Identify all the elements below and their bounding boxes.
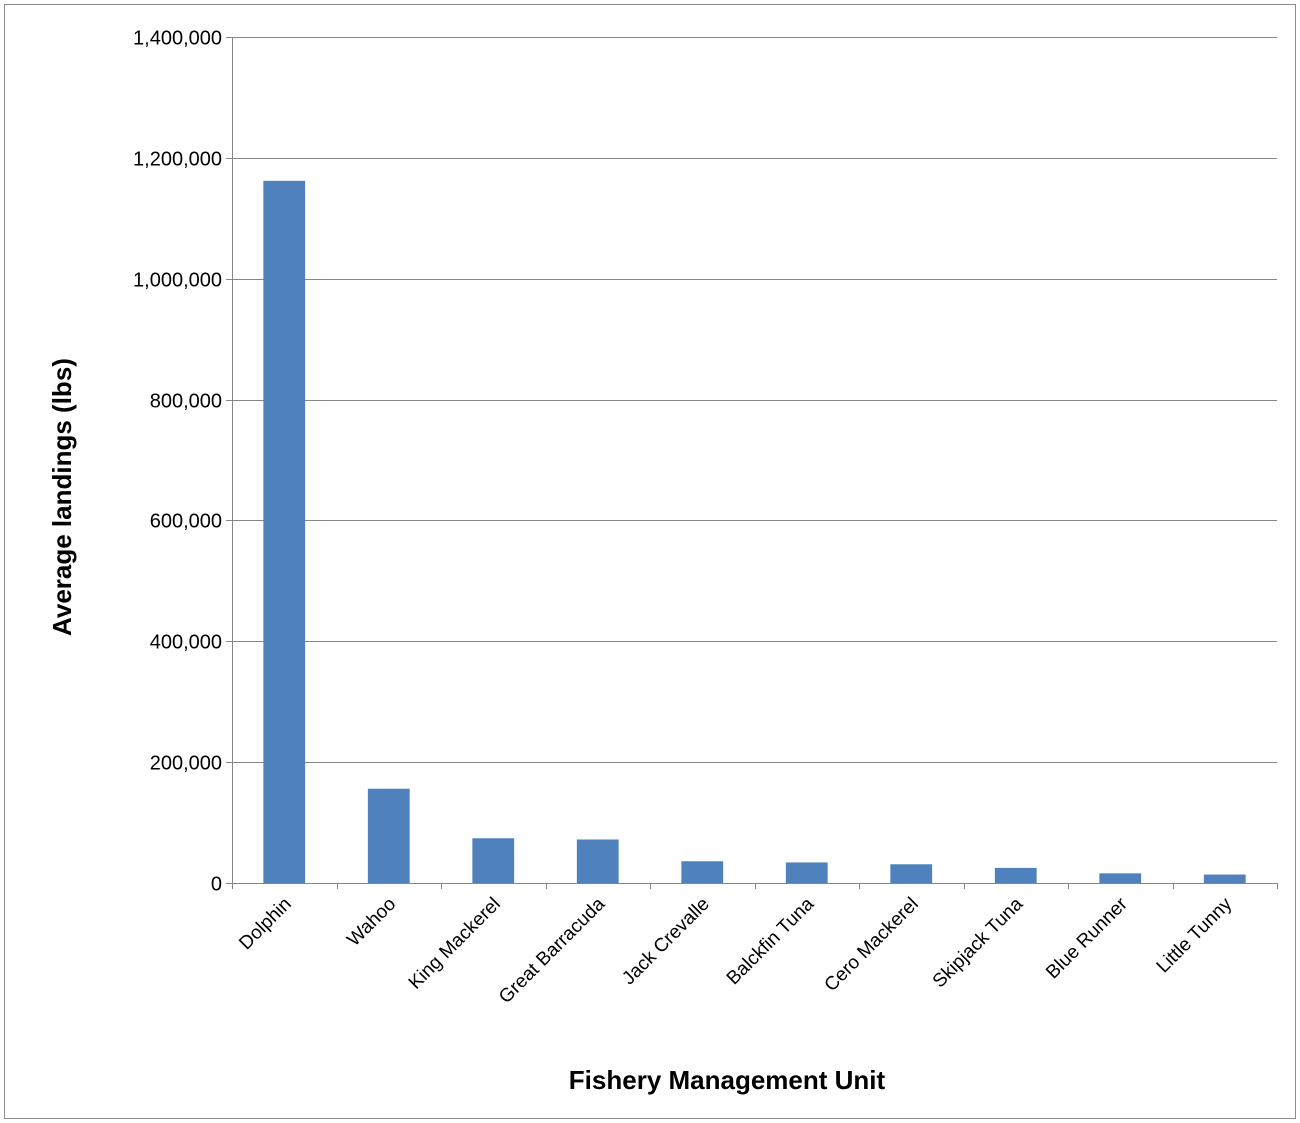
y-tick-label: 0 xyxy=(211,874,222,896)
bar-dolphin xyxy=(263,180,306,883)
bar-balckfin-tuna xyxy=(785,862,828,883)
x-tick-label: Jack Crevalle xyxy=(618,894,713,989)
bar-king-mackerel xyxy=(472,838,515,883)
x-tick-label: Dolphin xyxy=(235,894,295,954)
bar-jack-crevalle xyxy=(681,861,724,883)
y-tick-label: 200,000 xyxy=(150,753,222,775)
y-axis-title: Average landings (lbs) xyxy=(47,358,77,636)
bar-blue-runner xyxy=(1099,873,1142,883)
x-tick-label: Great Barracuda xyxy=(495,893,609,1007)
y-tick-label: 600,000 xyxy=(150,511,222,533)
chart-frame: 0 200,000 400,000 600,000 800,000 1,000,000 1,… xyxy=(4,4,1296,1119)
y-tick-label: 1,000,000 xyxy=(133,270,222,292)
bar-little-tunny xyxy=(1203,874,1246,883)
bar-cero-mackerel xyxy=(890,864,933,883)
x-tick-label: Wahoo xyxy=(343,894,400,951)
bars xyxy=(263,180,1246,883)
bar-chart: 0 200,000 400,000 600,000 800,000 1,000,000 1,… xyxy=(47,28,1278,1095)
x-tick-label: Blue Runner xyxy=(1042,893,1132,983)
x-axis-title: Fishery Management Unit xyxy=(569,1065,886,1095)
y-tick-label: 400,000 xyxy=(150,632,222,654)
bar-skipjack-tuna xyxy=(994,867,1037,883)
y-tick-labels: 0 200,000 400,000 600,000 800,000 1,000,000 1,… xyxy=(133,28,222,896)
x-tick-label: Cero Mackerel xyxy=(821,894,923,996)
y-tick-label: 1,400,000 xyxy=(133,28,222,50)
axes xyxy=(226,37,1278,889)
bar-great-barracuda xyxy=(576,839,619,883)
x-tick-label: Balckfin Tuna xyxy=(723,893,819,989)
y-tick-label: 800,000 xyxy=(150,391,222,413)
x-tick-label: Skipjack Tuna xyxy=(929,893,1028,992)
gridlines xyxy=(232,37,1277,763)
y-tick-label: 1,200,000 xyxy=(133,149,222,171)
x-tick-label: King Mackerel xyxy=(405,894,505,994)
x-tick-label: Little Tunny xyxy=(1153,893,1237,977)
bar-wahoo xyxy=(367,788,410,883)
